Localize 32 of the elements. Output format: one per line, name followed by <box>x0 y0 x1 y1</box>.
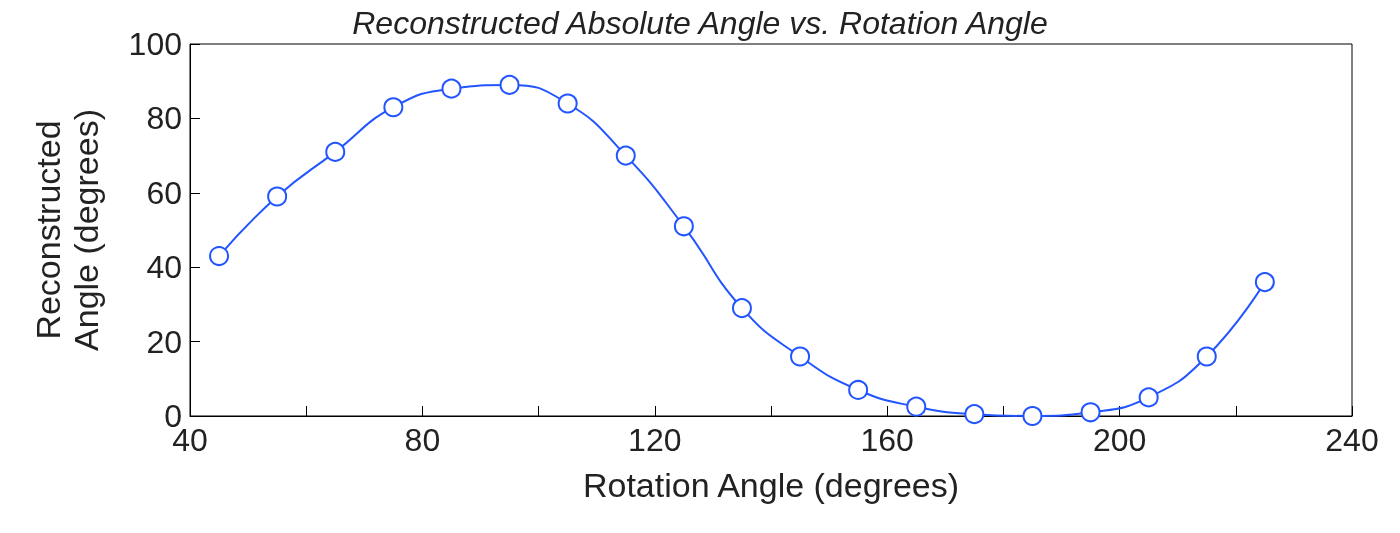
point <box>209 246 230 267</box>
point <box>499 74 520 95</box>
y-tick-label: 60 <box>146 174 182 211</box>
point <box>1254 272 1275 293</box>
x-tick-label: 120 <box>628 422 682 458</box>
x-tick-label: 160 <box>860 422 914 458</box>
point <box>1138 387 1159 408</box>
point <box>1080 402 1101 423</box>
point <box>267 186 288 207</box>
point <box>848 379 869 400</box>
y-tick-label: 100 <box>128 26 182 62</box>
point <box>325 141 346 162</box>
y-axis-title: Reconstructed Angle (degrees) <box>29 109 105 351</box>
y-tick-label: 80 <box>146 100 182 137</box>
point <box>906 396 927 417</box>
x-axis-title: Rotation Angle (degrees) <box>582 466 960 504</box>
point <box>1196 346 1217 367</box>
point <box>615 145 636 166</box>
x-tick-label: 240 <box>1325 422 1379 458</box>
point <box>1022 406 1043 426</box>
point <box>441 78 462 99</box>
point <box>383 97 404 118</box>
chart-title: Reconstructed Absolute Angle vs. Rotation Angle <box>352 5 1048 41</box>
point <box>557 93 578 114</box>
point <box>790 346 811 367</box>
x-tick-label: 200 <box>1092 422 1147 458</box>
point <box>673 216 694 237</box>
point <box>731 298 752 319</box>
x-tick-label: 80 <box>404 422 441 458</box>
point <box>964 404 985 425</box>
y-tick-label: 20 <box>146 323 182 360</box>
y-tick-label: 40 <box>146 249 182 286</box>
